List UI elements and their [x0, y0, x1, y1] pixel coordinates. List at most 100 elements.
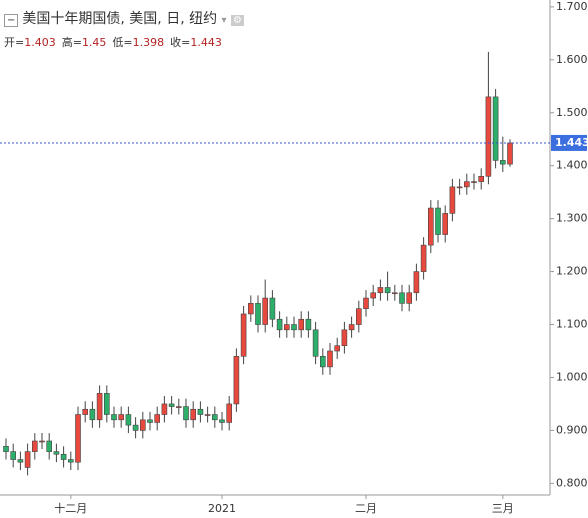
summary-value: 1.45	[81, 36, 107, 49]
candle-body	[240, 313, 247, 357]
candle-body	[60, 453, 67, 460]
summary-label: 开=	[4, 36, 25, 49]
candle-body	[75, 414, 81, 463]
y-tick-label: 1.400	[556, 159, 588, 172]
candle-body	[363, 297, 369, 309]
candle-body	[471, 181, 477, 183]
candle-body	[341, 329, 348, 347]
ohlc-summary: 开=1.403 高=1.45 低=1.398 收=1.443	[4, 34, 244, 50]
x-tick-label: 二月	[355, 502, 377, 515]
y-tick-label: 1.700	[556, 0, 588, 13]
x-tick-label: 三月	[492, 502, 514, 515]
summary-value: 1.398	[132, 36, 165, 49]
settings-icon[interactable]: ⚙	[231, 15, 244, 26]
x-tick-label: 十二月	[54, 501, 87, 515]
y-tick-label: 1.500	[556, 106, 588, 119]
x-tick-label: 2021	[208, 502, 236, 515]
candle-body	[499, 160, 506, 165]
candle-body	[132, 424, 139, 431]
candle-body	[147, 419, 153, 423]
summary-label: 收=	[170, 36, 191, 49]
candle-body	[384, 287, 391, 294]
summary-label: 高=	[61, 36, 82, 49]
candle-body	[197, 408, 204, 415]
last-price-label: 1.443	[555, 136, 588, 149]
y-tick-label: 1.300	[556, 212, 588, 225]
candle-body	[507, 142, 513, 165]
candle-body	[442, 213, 449, 235]
candle-body	[96, 393, 103, 421]
candle-body	[53, 451, 60, 455]
candle-body	[298, 318, 305, 331]
candle-body	[24, 451, 31, 468]
candle-body	[39, 440, 45, 443]
y-tick-label: 1.600	[556, 53, 588, 66]
y-tick-label: 1.200	[556, 265, 588, 278]
candle-body	[305, 318, 312, 331]
candle-body	[17, 459, 24, 463]
y-tick-label: 1.000	[556, 370, 588, 383]
candle-body	[3, 445, 9, 452]
candle-body	[269, 297, 276, 320]
candle-body	[168, 403, 175, 407]
candle-body	[46, 440, 53, 452]
candle-body	[204, 414, 211, 416]
candle-body	[176, 406, 182, 408]
candle-body	[435, 207, 441, 235]
candle-body	[161, 403, 168, 415]
candle-body	[463, 181, 470, 188]
candle-body	[68, 459, 74, 463]
summary-value: 1.443	[190, 36, 222, 49]
candle-body	[10, 451, 16, 460]
candle-body	[82, 408, 88, 415]
summary-value: 1.403	[24, 36, 56, 49]
candle-body	[327, 350, 333, 368]
candle-body	[427, 207, 434, 246]
collapse-icon[interactable]: −	[4, 14, 19, 27]
chart-title: − 美国十年期国债, 美国, 日, 纽约 ▾ ⚙	[4, 8, 244, 28]
candle-body	[154, 414, 160, 423]
candle-body	[140, 419, 146, 431]
candle-body	[348, 324, 355, 331]
candle-body	[456, 186, 463, 189]
title-text: 美国十年期国债, 美国, 日, 纽约	[22, 11, 218, 27]
candle-body	[334, 345, 341, 352]
candle-body	[111, 414, 117, 421]
candle-body	[391, 292, 398, 295]
header: − 美国十年期国债, 美国, 日, 纽约 ▾ ⚙ 开=1.403 高=1.45 低=1…	[4, 8, 244, 50]
candle-body	[276, 318, 283, 331]
candle-body	[255, 303, 261, 325]
candle-body	[377, 287, 384, 294]
candle-body	[190, 408, 196, 421]
y-tick-label: 0.800	[556, 476, 588, 489]
candle-body	[355, 308, 362, 325]
candle-body	[312, 329, 319, 357]
candle-body	[125, 414, 132, 426]
candle-body	[233, 355, 240, 405]
candle-body	[406, 292, 413, 304]
candle-body	[492, 96, 499, 161]
y-tick-label: 1.100	[556, 318, 588, 331]
last-price-box	[551, 134, 587, 151]
y-tick-label: 0.900	[556, 423, 588, 436]
candle-body	[449, 186, 456, 214]
candle-body	[478, 175, 485, 182]
candle-body	[31, 440, 38, 452]
candle-body	[104, 393, 110, 415]
candle-body	[283, 324, 290, 331]
candle-body	[212, 414, 218, 421]
summary-label: 低=	[112, 36, 133, 49]
candle-body	[420, 244, 427, 272]
candle-body	[89, 408, 96, 421]
candle-body	[485, 96, 492, 177]
candle-body	[226, 403, 232, 423]
candle-body	[291, 324, 297, 331]
candle-body	[413, 271, 420, 294]
candle-body	[248, 303, 254, 315]
dropdown-icon[interactable]: ▾	[221, 15, 227, 26]
candle-body	[319, 355, 326, 368]
candle-body	[118, 414, 124, 421]
candle-body	[370, 292, 377, 299]
